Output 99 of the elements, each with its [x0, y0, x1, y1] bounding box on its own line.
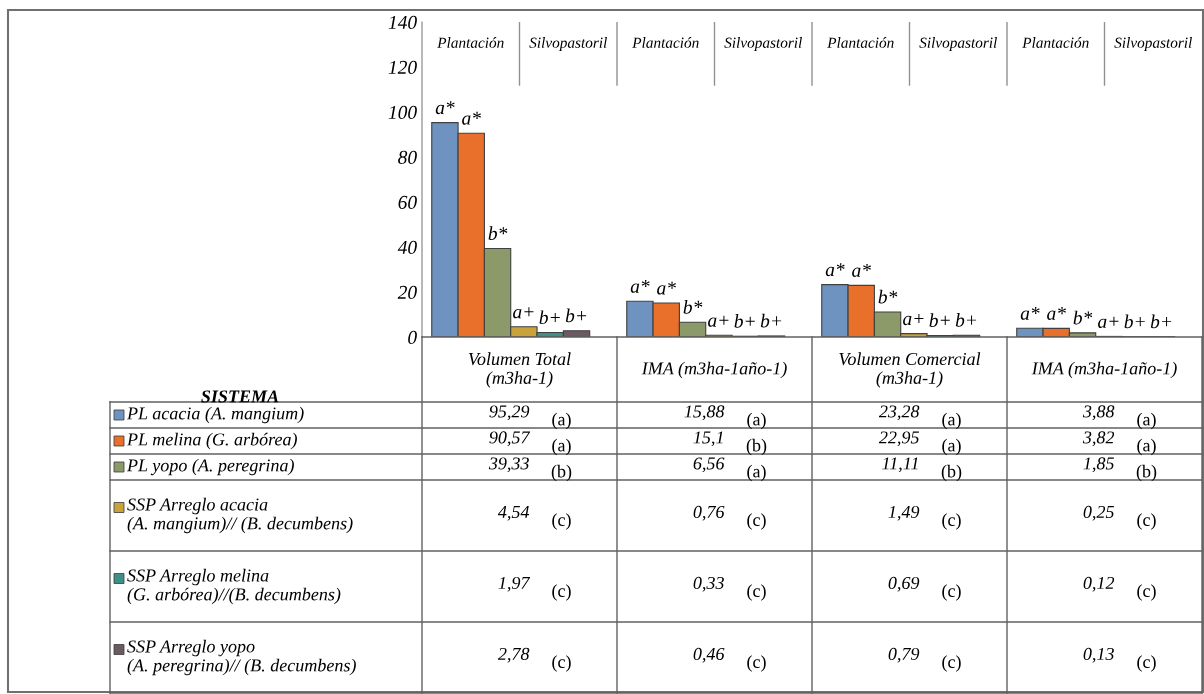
text: (c) — [1137, 584, 1156, 601]
annotation: b* — [878, 289, 898, 304]
data-label: 1,85 — [1083, 457, 1114, 473]
data-label: 23,28 — [878, 405, 920, 421]
text: (c) — [1137, 655, 1156, 672]
legend-label: PL yopo (A. peregrina) — [126, 458, 294, 476]
y-tick-label: 120 — [388, 60, 417, 74]
y-tick-label: 140 — [388, 15, 417, 29]
data-label: 6,56 — [693, 457, 725, 473]
data-label: 1,97 — [498, 576, 531, 592]
annotation: a* — [825, 263, 845, 277]
legend-title: SISTEMA — [201, 390, 279, 403]
text: (b) — [551, 464, 572, 482]
text: (b) — [1136, 464, 1157, 482]
text: (c) — [747, 584, 766, 601]
data-label: 39,33 — [488, 457, 529, 473]
data-label: 0,33 — [693, 576, 724, 592]
data-label: 22,95 — [878, 431, 919, 447]
text: (b) — [941, 464, 962, 482]
data-label: 0,25 — [1083, 505, 1114, 521]
annotation: b+ — [760, 313, 782, 328]
annotation: b+ — [955, 313, 977, 327]
annotation: Silvopastoril — [529, 37, 607, 51]
text: Plantación — [632, 37, 699, 48]
annotation: a+ — [1098, 316, 1119, 328]
text: (b) — [746, 438, 767, 456]
text: (a) — [1137, 438, 1156, 456]
y-tick-label: 0 — [408, 330, 417, 344]
text: (a) — [552, 438, 571, 456]
annotation: a* — [435, 101, 455, 115]
x-tick-label: Volumen Total (m3ha-1) — [468, 352, 571, 388]
text: (c) — [747, 513, 766, 530]
annotation: b* — [683, 300, 703, 314]
annotation: b* — [1073, 310, 1093, 325]
text: (a) — [747, 464, 766, 482]
text: (c) — [552, 655, 571, 672]
annotation: b* — [488, 226, 508, 241]
text: (a) — [942, 438, 961, 456]
data-label: 0,12 — [1083, 576, 1115, 592]
annotation: b+ — [1124, 314, 1145, 329]
text: (c) — [747, 655, 766, 672]
annotation: a* — [630, 279, 650, 293]
y-tick-label: 60 — [398, 195, 417, 209]
annotation: a* — [462, 111, 481, 125]
annotation: Plantación — [437, 37, 504, 48]
text: (a) — [552, 412, 571, 430]
data-label: 90,57 — [489, 431, 531, 447]
data-label: 0,76 — [693, 505, 725, 521]
text: Silvopastoril — [1114, 37, 1192, 51]
text: (c) — [552, 513, 571, 530]
y-tick-label: 80 — [398, 150, 417, 164]
legend-label: PL melina (G. arbórea) — [126, 432, 297, 450]
text: Plantación — [827, 37, 894, 48]
text: (c) — [942, 584, 961, 601]
text: Plantación — [1022, 37, 1089, 48]
text: (c) — [1137, 513, 1156, 530]
x-tick-label: IMA (m3ha-1año-1) — [641, 361, 787, 379]
annotation: a* — [657, 281, 676, 295]
annotation: a+ — [513, 307, 534, 319]
text: (a) — [747, 412, 766, 430]
data-label: 11,11 — [882, 457, 918, 473]
x-tick-label: IMA (m3ha-1año-1) — [1031, 361, 1177, 379]
text: (a) — [1137, 412, 1156, 430]
annotation: b+ — [734, 314, 755, 328]
data-label: 0,46 — [693, 647, 725, 663]
data-label: 1,49 — [888, 505, 920, 521]
annotation: a+ — [903, 314, 924, 326]
y-tick-label: 40 — [397, 240, 417, 254]
y-tick-label: 20 — [397, 285, 417, 299]
text: Silvopastoril — [724, 37, 802, 51]
text: Silvopastoril — [919, 37, 997, 51]
data-label: 3,88 — [1082, 405, 1115, 421]
text: (c) — [942, 655, 961, 672]
annotation: b+ — [539, 310, 560, 325]
data-label: 2,78 — [497, 647, 530, 663]
annotation: b+ — [929, 313, 950, 327]
legend-label: SSP Arreglo melina (G. arbórea)//(B. decumbens) — [127, 568, 341, 605]
data-label: 4,54 — [497, 505, 530, 521]
text: (c) — [552, 584, 571, 601]
annotation: a* — [1047, 307, 1066, 320]
legend-label: SSP Arreglo yopo (A. peregrina)// (B. decumbens) — [127, 639, 356, 676]
legend-label: PL acacia (A. mangium) — [126, 406, 304, 424]
annotation: a+ — [708, 315, 729, 327]
legend-label: SSP Arreglo acacia (A. mangium)// (B. decumbens) — [127, 497, 353, 534]
annotation: b+ — [1150, 314, 1172, 329]
data-label: 0,13 — [1083, 647, 1114, 663]
data-label: 15,1 — [693, 431, 723, 447]
annotation: a* — [852, 263, 871, 277]
annotation: b+ — [565, 308, 587, 323]
data-label: 0,79 — [888, 647, 920, 663]
text: (c) — [942, 513, 961, 530]
y-tick-label: 100 — [388, 105, 417, 119]
data-label: 15,88 — [684, 405, 725, 421]
data-label: 0,69 — [888, 576, 920, 592]
data-label: 3,82 — [1082, 431, 1115, 447]
annotation: a* — [1020, 306, 1040, 320]
text: (a) — [942, 412, 961, 430]
x-tick-label: Volumen Comercial (m3ha-1) — [839, 352, 981, 388]
data-label: 95,29 — [489, 405, 530, 421]
